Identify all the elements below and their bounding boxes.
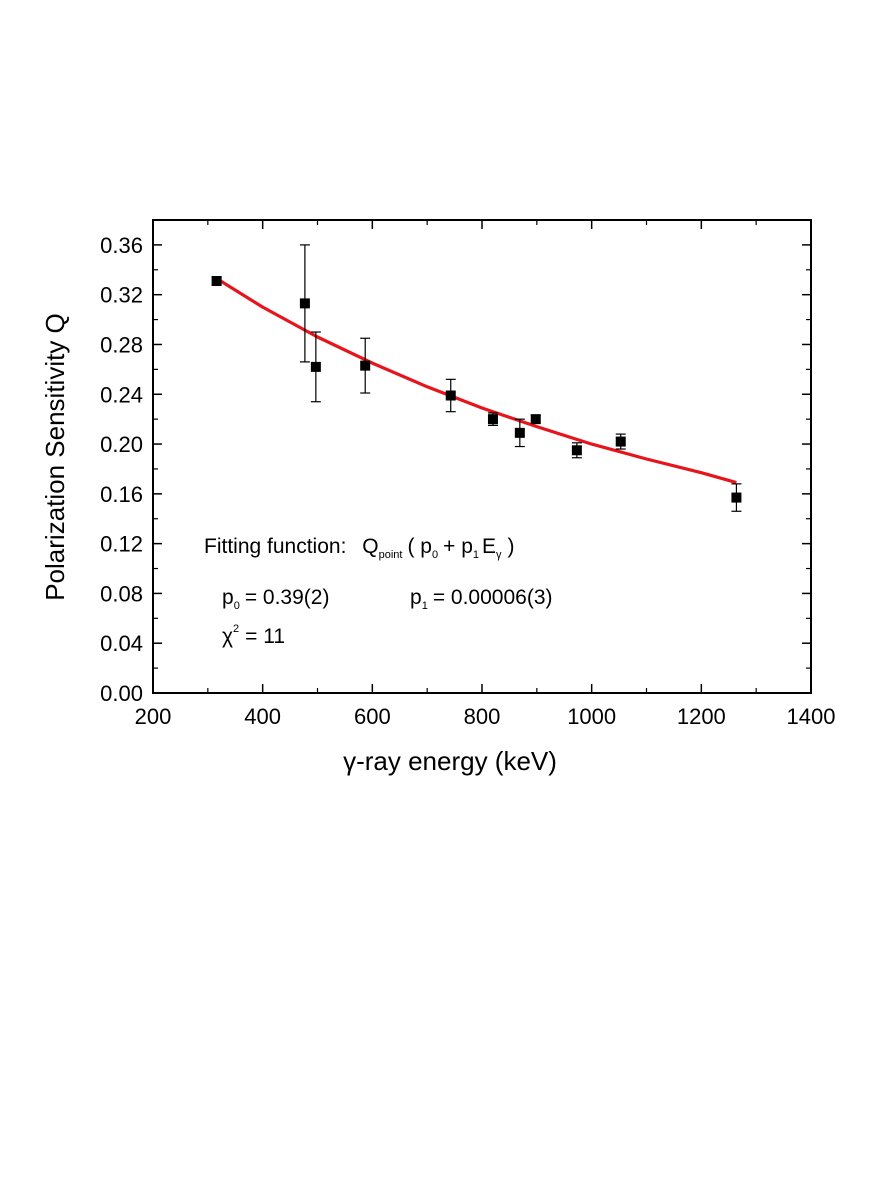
x-tick-label: 1400 — [787, 704, 836, 729]
data-point — [615, 436, 626, 447]
y-tick-label: 0.00 — [100, 681, 143, 706]
y-tick-label: 0.36 — [100, 233, 143, 258]
x-axis-title: γ-ray energy (keV) — [343, 746, 557, 776]
data-point — [487, 414, 498, 425]
x-tick-label: 1200 — [677, 704, 726, 729]
x-tick-label: 200 — [135, 704, 172, 729]
data-point — [299, 298, 310, 309]
data-point — [530, 414, 541, 425]
y-tick-label: 0.12 — [100, 532, 143, 557]
data-point — [571, 445, 582, 456]
plot-frame — [152, 219, 812, 694]
x-tick-label: 800 — [464, 704, 501, 729]
p1-value-label: p1 = 0.00006(3) — [410, 586, 553, 612]
y-tick-label: 0.08 — [100, 581, 143, 606]
data-point — [514, 427, 525, 438]
data-point — [445, 390, 456, 401]
x-tick-label: 600 — [354, 704, 391, 729]
x-tick-label: 400 — [244, 704, 281, 729]
y-tick-label: 0.20 — [100, 432, 143, 457]
y-tick-label: 0.28 — [100, 332, 143, 357]
x-tick-label: 1000 — [567, 704, 616, 729]
chi-squared-label: χ2 = 11 — [222, 623, 285, 648]
ticks-layer — [152, 219, 812, 694]
data-point — [360, 360, 371, 371]
data-point — [211, 275, 222, 286]
y-tick-label: 0.24 — [100, 382, 143, 407]
p0-value-label: p0 = 0.39(2) — [222, 586, 329, 612]
fit-curve — [215, 277, 737, 485]
y-tick-label: 0.32 — [100, 283, 143, 308]
data-point — [310, 361, 321, 372]
y-axis-title: Polarization Sensitivity Q — [40, 313, 70, 601]
fit-function-label: Fitting function: Qpoint( p0 + p1 Eγ) — [204, 535, 515, 561]
y-tick-label: 0.04 — [100, 631, 143, 656]
y-tick-label: 0.16 — [100, 482, 143, 507]
data-point — [731, 492, 742, 503]
